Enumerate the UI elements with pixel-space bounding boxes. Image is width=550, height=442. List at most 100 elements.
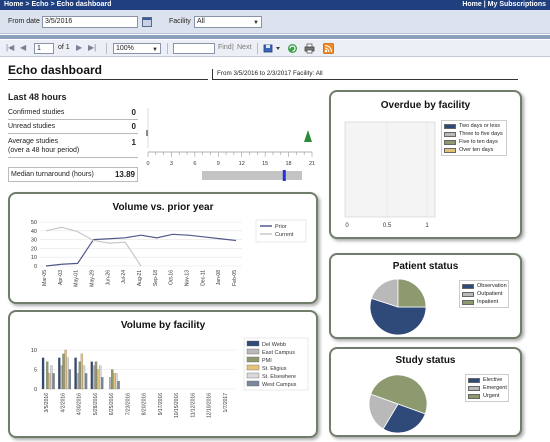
x-tick-label: 5/28/2016 bbox=[93, 393, 99, 415]
legend-label: St. Elsewhere bbox=[262, 374, 296, 380]
study-status-pie bbox=[368, 374, 428, 434]
y-tick-label: 0 bbox=[34, 387, 37, 393]
median-turnaround-row: Median turnaround (hours) 13.89 bbox=[8, 167, 138, 182]
x-tick-label: Feb-05 bbox=[232, 270, 238, 286]
prev-page-icon[interactable]: ◀ bbox=[20, 43, 27, 52]
next-page-icon[interactable]: ▶ bbox=[76, 43, 83, 52]
legend-swatch bbox=[462, 291, 474, 297]
home-link[interactable]: Home bbox=[462, 1, 482, 8]
print-icon[interactable] bbox=[304, 43, 315, 54]
gauge-tick-label: 9 bbox=[217, 161, 220, 167]
legend-swatch bbox=[246, 340, 260, 347]
breadcrumb-home[interactable]: Home bbox=[4, 1, 24, 8]
legend-item: Five to ten days bbox=[442, 138, 506, 146]
bar bbox=[41, 357, 45, 390]
legend-swatch bbox=[246, 364, 260, 371]
find-link[interactable]: Find bbox=[218, 44, 232, 51]
calendar-icon[interactable] bbox=[142, 17, 152, 27]
legend-swatch bbox=[246, 348, 260, 355]
bar bbox=[52, 373, 55, 390]
bar bbox=[96, 369, 100, 390]
legend-label: Inpatient bbox=[477, 299, 499, 305]
x-tick-label: 3/5/2016 bbox=[44, 393, 50, 413]
page-title: Echo dashboard bbox=[8, 63, 103, 77]
panel-title: Volume by facility bbox=[120, 320, 206, 331]
last-48-hours-heading: Last 48 hours bbox=[8, 92, 67, 102]
find-input[interactable] bbox=[173, 43, 215, 54]
bar bbox=[78, 361, 81, 390]
link-separator: | bbox=[483, 1, 486, 8]
filter-divider bbox=[0, 35, 550, 39]
x-tick-label: 10/15/2016 bbox=[174, 393, 180, 418]
title-underline bbox=[8, 79, 208, 80]
legend-item: Three to five days bbox=[442, 130, 506, 138]
legend-label: Five to ten days bbox=[459, 139, 498, 145]
legend-label: Current bbox=[275, 232, 294, 238]
pie-slice-inpatient bbox=[397, 278, 427, 308]
median-value: 13.89 bbox=[114, 170, 135, 179]
y-tick-label: 50 bbox=[31, 220, 37, 226]
x-tick-label: 7/23/2016 bbox=[125, 393, 131, 415]
x-tick-label: May-29 bbox=[90, 270, 96, 287]
breadcrumb: Home > Echo > Echo dashboard Home | My S… bbox=[0, 0, 550, 10]
zoom-select[interactable]: 100% bbox=[113, 43, 161, 55]
breadcrumb-current: Echo dashboard bbox=[56, 1, 112, 8]
stat-value: 0 bbox=[131, 122, 136, 131]
find-separator: | bbox=[232, 44, 234, 51]
plot-area bbox=[344, 121, 436, 218]
x-tick-label: 1/7/2017 bbox=[223, 393, 229, 413]
page-number-input[interactable]: 1 bbox=[34, 43, 54, 54]
first-page-icon[interactable]: |◀ bbox=[6, 43, 15, 52]
refresh-icon[interactable] bbox=[287, 43, 298, 54]
legend-swatch bbox=[444, 147, 456, 153]
last-page-icon[interactable]: ▶| bbox=[88, 43, 97, 52]
data-feed-icon[interactable] bbox=[323, 43, 334, 54]
bar bbox=[50, 365, 53, 390]
x-tick-label: Jul-24 bbox=[121, 270, 127, 284]
gauge-tick-label: 12 bbox=[239, 161, 245, 167]
y-tick-label: 5 bbox=[34, 368, 37, 374]
from-date-input[interactable]: 3/5/2016 bbox=[42, 16, 138, 28]
legend-swatch bbox=[468, 393, 480, 399]
legend-label: Del Webb bbox=[262, 342, 286, 348]
my-subscriptions-link[interactable]: My Subscriptions bbox=[487, 1, 546, 8]
gauge-marker-right bbox=[304, 130, 312, 142]
x-tick-label: 0 bbox=[345, 223, 349, 229]
export-icon[interactable] bbox=[263, 43, 283, 54]
bar bbox=[76, 373, 79, 390]
stat-value: 0 bbox=[131, 108, 136, 117]
header-links: Home | My Subscriptions bbox=[462, 0, 546, 10]
gauge-tick-label: 15 bbox=[262, 161, 268, 167]
x-tick-label: Jan-08 bbox=[216, 270, 222, 286]
bar bbox=[92, 365, 96, 390]
next-link[interactable]: Next bbox=[237, 44, 252, 51]
legend-item: Two days or less bbox=[442, 122, 506, 130]
series-line-prior bbox=[45, 233, 237, 267]
gauge-tick-label: 21 bbox=[309, 161, 315, 167]
bar bbox=[94, 361, 98, 390]
x-tick-label: 6/25/2016 bbox=[109, 393, 115, 415]
overdue-chart: 0 0.5 1 bbox=[344, 121, 436, 229]
bar bbox=[48, 373, 51, 390]
confirmed-studies-row: Confirmed studies 0 bbox=[8, 107, 138, 120]
legend-swatch bbox=[462, 299, 474, 305]
bar bbox=[117, 381, 120, 390]
stat-label: Confirmed studies bbox=[8, 109, 65, 116]
bar bbox=[115, 373, 118, 390]
legend-item: Elective bbox=[466, 376, 508, 384]
x-tick-label: Mar-05 bbox=[42, 270, 48, 286]
patient-status-legend: Observation Outpatient Inpatient bbox=[459, 280, 509, 308]
series-line-current bbox=[45, 226, 142, 267]
legend-swatch bbox=[444, 123, 456, 129]
legend-label: Emergent bbox=[483, 385, 507, 391]
facility-select[interactable]: All bbox=[194, 16, 262, 28]
page-count: of 1 bbox=[58, 44, 70, 51]
y-tick-label: 10 bbox=[31, 255, 37, 261]
bar bbox=[111, 369, 114, 390]
bar bbox=[46, 361, 49, 390]
volume-by-facility-panel: Volume by facility 10 5 0 3/5/2016 4/2/2016 4… bbox=[8, 310, 318, 438]
breadcrumb-separator: > bbox=[25, 1, 30, 8]
toolbar-separator bbox=[167, 43, 168, 54]
filter-bar: From date 3/5/2016 Facility All bbox=[0, 10, 550, 34]
breadcrumb-echo[interactable]: Echo bbox=[31, 1, 49, 8]
